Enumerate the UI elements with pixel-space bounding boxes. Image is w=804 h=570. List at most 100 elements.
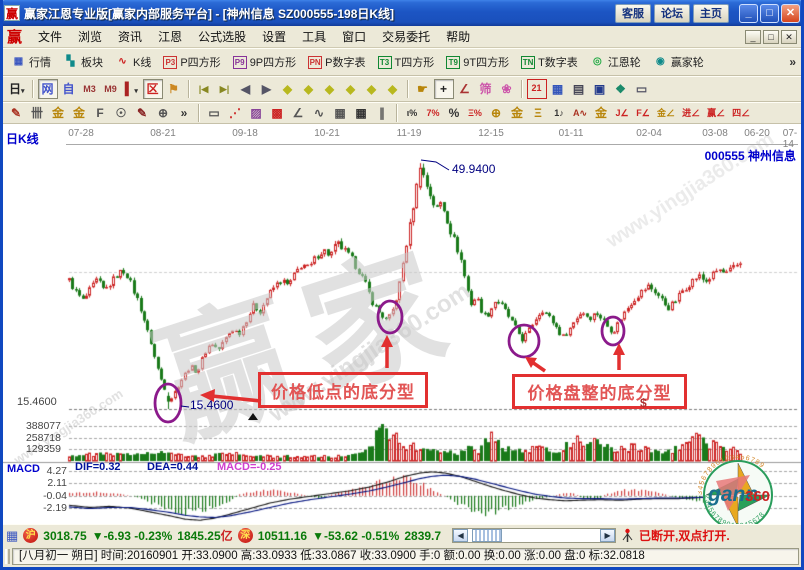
diamond-h-expand-icon[interactable]: ◆ <box>324 82 335 96</box>
three-percent-icon[interactable]: Ξ% <box>468 108 482 118</box>
f-grid-icon[interactable]: F <box>96 106 104 120</box>
first-page-icon[interactable]: |◀ <box>198 84 209 94</box>
si-angle-icon[interactable]: 四∠ <box>732 108 751 118</box>
wave-icon[interactable]: ∿ <box>313 106 325 120</box>
scroll-right-button[interactable]: ▶ <box>600 529 616 542</box>
info-list-icon[interactable]: 自 <box>62 82 75 96</box>
mdi-close-button[interactable]: ✕ <box>781 29 797 44</box>
menu-item-3[interactable]: 江恩 <box>158 30 183 44</box>
minimize-button[interactable]: _ <box>739 3 758 23</box>
candle-style-combo[interactable]: ▍▾ <box>125 82 138 96</box>
toolbar-button-t9-square[interactable]: T9 9T四方形 <box>441 51 514 73</box>
toolbar-overflow-chevron[interactable]: » <box>789 55 796 69</box>
mdi-restore-button[interactable]: □ <box>763 29 779 44</box>
slashes-icon[interactable]: ∥ <box>379 106 385 120</box>
toolbar-button-sectors[interactable]: ▚ 板块 <box>58 51 108 73</box>
brush-icon[interactable]: ✎ <box>10 106 22 120</box>
gold-lines-icon[interactable]: 金 <box>510 106 523 120</box>
percent-icon[interactable]: % <box>448 106 460 120</box>
gold-angle-icon[interactable]: 金 <box>595 106 608 120</box>
scroll-thumb[interactable] <box>472 529 503 542</box>
kline-3-icon[interactable]: M3 <box>83 84 96 94</box>
chart-percent-icon[interactable]: ι% <box>406 108 418 118</box>
menu-item-7[interactable]: 窗口 <box>342 30 367 44</box>
stamp-icon[interactable]: ✎ <box>136 106 148 120</box>
a-wave-icon[interactable]: A∿ <box>573 108 588 118</box>
toolbar-button-p-square[interactable]: P3 P四方形 <box>158 51 225 73</box>
frame-tool-icon[interactable]: ▭ <box>208 106 220 120</box>
fan-lines-icon[interactable]: ⋰ <box>229 106 241 120</box>
quote-table-icon[interactable]: ▦ <box>6 527 19 543</box>
kline-chart-canvas[interactable] <box>3 124 801 524</box>
menu-item-4[interactable]: 公式选股 <box>198 30 247 44</box>
toolbar-button-quotes[interactable]: ▦ 行情 <box>6 51 56 73</box>
scroll-track[interactable] <box>468 529 600 542</box>
j-angle-icon[interactable]: J∠ <box>615 108 629 118</box>
toolbar-button-gann-wheel[interactable]: ◎ 江恩轮 <box>585 51 646 73</box>
homepage-button[interactable]: 主页 <box>693 3 729 23</box>
grid-block2-icon[interactable]: ▦ <box>355 106 367 120</box>
favorites-window-icon[interactable]: 网 <box>37 79 58 99</box>
close-button[interactable]: ✕ <box>781 3 800 23</box>
box-red-icon[interactable]: ▩ <box>271 106 283 120</box>
toolbar-button-p-number-table[interactable]: PN P数字表 <box>303 51 370 73</box>
snapshot-icon[interactable]: ❖ <box>615 82 626 96</box>
prev-page-icon[interactable]: ◀ <box>240 82 251 96</box>
menu-item-2[interactable]: 资讯 <box>118 30 143 44</box>
kline-style-combo[interactable]: 日▾ <box>9 82 25 96</box>
gold-angle2-icon[interactable]: 金∠ <box>657 108 676 118</box>
jin-angle-icon[interactable]: 进∠ <box>682 108 701 118</box>
gold-grid2-icon[interactable]: 金 <box>72 106 85 120</box>
calculator-icon[interactable]: ▦ <box>551 82 564 96</box>
calendar-icon[interactable]: 21 <box>526 79 547 99</box>
box-purple-icon[interactable]: ▨ <box>250 106 262 120</box>
menu-item-6[interactable]: 工具 <box>302 30 327 44</box>
crosshair-tool-icon[interactable]: + <box>433 79 454 99</box>
grid-block-icon[interactable]: ▦ <box>334 106 346 120</box>
maximize-button[interactable]: □ <box>760 3 779 23</box>
menu-item-9[interactable]: 帮助 <box>446 30 471 44</box>
last-page-icon[interactable]: ▶| <box>219 84 230 94</box>
mdi-minimize-button[interactable]: _ <box>745 29 761 44</box>
grid-tool-icon[interactable]: 卌 <box>30 106 43 120</box>
kline-9-icon[interactable]: M9 <box>104 84 117 94</box>
flag-icon[interactable]: ⚑ <box>168 82 179 96</box>
hand-tool-icon[interactable]: ☛ <box>417 82 428 96</box>
spiral-icon[interactable]: ☉ <box>115 106 127 120</box>
customer-service-button[interactable]: 客服 <box>615 3 651 23</box>
filter-icon[interactable]: 筛 <box>479 82 492 96</box>
connection-status[interactable]: 已断开,双点打开. <box>639 529 730 543</box>
menu-item-8[interactable]: 交易委托 <box>382 30 431 44</box>
save-icon[interactable]: ▣ <box>593 82 606 96</box>
diamond-right-icon[interactable]: ◆ <box>303 82 314 96</box>
diamond-v-expand-icon[interactable]: ◆ <box>366 82 377 96</box>
forum-button[interactable]: 论坛 <box>654 3 690 23</box>
gold-circle-icon[interactable]: ⊕ <box>490 106 502 120</box>
menu-item-0[interactable]: 文件 <box>38 30 63 44</box>
toolbar-button-kline[interactable]: ∿ K线 <box>110 51 156 73</box>
scroll-left-button[interactable]: ◀ <box>453 529 469 542</box>
diamond-left-icon[interactable]: ◆ <box>282 82 293 96</box>
smart-pick-icon[interactable]: ❀ <box>501 82 512 96</box>
toolbar-button-p9-square[interactable]: P9 9P四方形 <box>228 51 301 73</box>
menu-item-5[interactable]: 设置 <box>262 30 287 44</box>
diamond-v-compress-icon[interactable]: ◆ <box>387 82 398 96</box>
next-page-icon[interactable]: ▶ <box>261 82 272 96</box>
gold-grid-icon[interactable]: 金 <box>51 106 64 120</box>
diamond-h-compress-icon[interactable]: ◆ <box>345 82 356 96</box>
f-angle-icon[interactable]: F∠ <box>636 108 650 118</box>
toolbar-button-t-square[interactable]: T3 T四方形 <box>373 51 440 73</box>
angles-icon[interactable]: ∠ <box>292 106 304 120</box>
toolbar-button-t-number-table[interactable]: TN T数字表 <box>516 51 583 73</box>
wheel-small-icon[interactable]: ⊕ <box>157 106 169 120</box>
ying-angle-icon[interactable]: 赢∠ <box>707 108 726 118</box>
draw-overflow-chevron[interactable]: » <box>180 106 188 120</box>
toolbar-button-winner-wheel[interactable]: ◉ 赢家轮 <box>648 51 709 73</box>
computer-icon[interactable]: ▭ <box>635 82 648 96</box>
seven-percent-icon[interactable]: 7% <box>426 108 440 118</box>
notes-icon[interactable]: ▤ <box>572 82 585 96</box>
one-note-icon[interactable]: 1♪ <box>554 108 564 118</box>
horizontal-scrollbar[interactable]: ◀ ▶ <box>452 528 617 543</box>
region-icon[interactable]: 区 <box>142 79 163 99</box>
lines-gold-icon[interactable]: Ξ <box>534 106 542 120</box>
